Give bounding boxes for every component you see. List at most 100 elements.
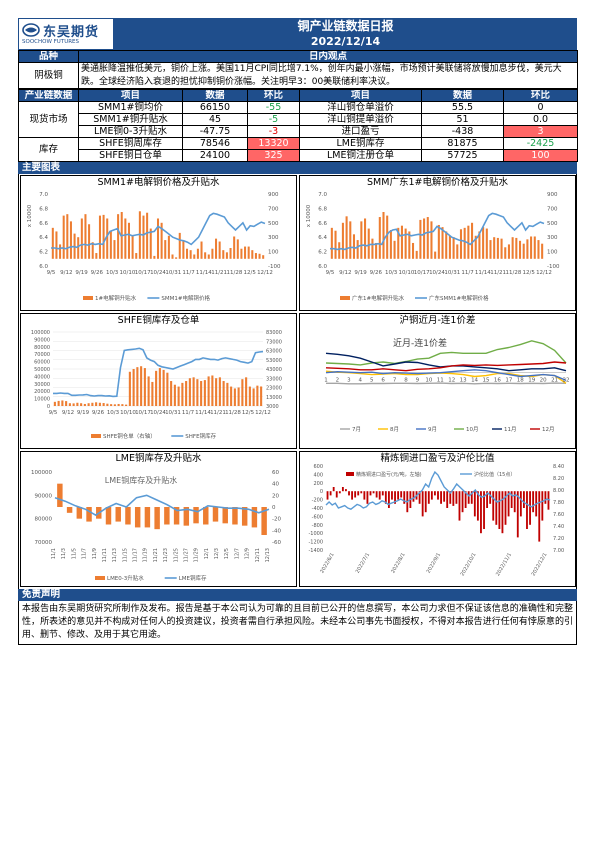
y-tick-label-right: 300	[268, 235, 279, 241]
item-cell: LME铜库存	[299, 137, 422, 150]
bar	[532, 491, 535, 513]
x-tick-label: 12/12	[257, 270, 273, 276]
bar	[459, 229, 463, 259]
x-tick-label: 21	[551, 378, 558, 384]
chart-panel-shfe-stock: SHFE铜库存及仓单 0 10000 20000 30000 40000 50000 600…	[20, 313, 297, 449]
bar	[131, 235, 134, 259]
bar	[335, 491, 338, 498]
bar	[247, 246, 250, 259]
x-tick-label: 4	[359, 378, 363, 384]
bar	[504, 491, 507, 525]
chart-panel-spread: 沪铜近月-连1价差 1 2 3 4 5 6 7 8 9 10 11 12 13 14 15 16 17 18 19 2…	[299, 313, 576, 449]
bar	[233, 236, 236, 259]
series-line	[330, 212, 545, 251]
logo-name: 东吴期货	[43, 25, 100, 40]
bar	[440, 491, 442, 504]
x-tick-label: 11/7	[82, 548, 88, 559]
change-cell: -55	[247, 101, 300, 114]
x-tick-label: 12/12	[536, 270, 552, 276]
x-tick-label: 11	[437, 378, 444, 384]
bar	[537, 240, 540, 259]
x-tick-label: 19	[528, 378, 535, 384]
y-tick-label-left: 6.6	[318, 221, 327, 227]
bar	[371, 238, 374, 259]
y-tick-label-right: 900	[547, 192, 558, 198]
y-tick-label-left: 200	[313, 481, 323, 487]
x-tick-label: 10/31	[444, 270, 460, 276]
legend-label: 9月	[428, 426, 437, 433]
bar	[115, 507, 121, 522]
x-tick-label: 11/14	[195, 410, 211, 416]
bar	[61, 400, 64, 406]
bar	[173, 384, 176, 406]
x-tick-label: 10/3	[106, 270, 119, 276]
x-tick-label: 9/5	[47, 270, 56, 276]
bar	[175, 257, 178, 259]
bar	[404, 228, 407, 259]
bar	[211, 248, 214, 259]
x-tick-label: 11/5	[71, 548, 77, 559]
bar	[513, 491, 516, 513]
x-tick-label: 9/12	[62, 410, 74, 416]
bar	[403, 491, 406, 504]
bar	[77, 237, 80, 259]
y-tick-label-right: 8.40	[553, 464, 564, 470]
x-tick-label: 9/19	[77, 410, 90, 416]
data-cell: 81875	[421, 137, 504, 150]
series-line	[325, 361, 567, 372]
data-cell: -438	[421, 125, 504, 138]
legend-label: LME0-3升贴水	[107, 574, 144, 582]
bar	[463, 227, 466, 259]
bar	[541, 491, 544, 521]
legend-label: 精炼铜进口盈亏(元/吨，左轴)	[356, 471, 422, 478]
y-tick-label-left: 70000	[34, 352, 50, 358]
y-tick-label-right: 7.40	[553, 524, 564, 530]
bar	[256, 385, 259, 406]
y-tick-label-right: 83000	[266, 330, 282, 336]
series-line	[325, 470, 551, 510]
y-tick-label-right: 0	[272, 505, 276, 511]
chart-title: LME铜库存及升贴水	[115, 453, 202, 464]
bar	[106, 403, 109, 406]
bar	[251, 250, 254, 259]
bar	[408, 231, 411, 259]
bar	[338, 491, 341, 494]
bar	[424, 491, 427, 513]
change-cell: -5	[247, 113, 300, 126]
x-tick-label: 22	[563, 378, 570, 384]
y-tick-label-left: -1200	[308, 540, 323, 546]
y-tick-label-left: 90000	[35, 493, 53, 499]
bar	[533, 236, 536, 259]
item-cell: 进口盈亏	[299, 125, 422, 138]
bar	[507, 244, 510, 259]
bar	[455, 491, 458, 504]
bar	[218, 241, 221, 259]
bar	[423, 218, 426, 259]
data-cell: 45	[182, 113, 248, 126]
x-tick-label: 12/13	[265, 548, 271, 562]
x-tick-label: 11/9	[92, 548, 98, 559]
bar	[222, 250, 225, 259]
x-tick-label: 1	[324, 378, 328, 384]
y-tick-label-right: 40	[272, 482, 279, 488]
bar	[492, 491, 495, 521]
chart-svg: 6.0 6.2 6.4 6.6 6.8 7.0 -100 100 300 500 700 900 9/5…	[306, 192, 560, 302]
legend-swatch	[95, 576, 105, 580]
bar	[125, 507, 131, 525]
y-tick-label-right: 7.00	[553, 548, 564, 554]
bar	[233, 388, 236, 406]
x-tick-label: 2022/12/1	[531, 552, 549, 577]
report-date: 2022/12/14	[310, 35, 381, 48]
bar	[193, 507, 199, 524]
x-tick-label: 10/10	[119, 270, 135, 276]
y-tick-label-left: 100000	[31, 470, 52, 476]
bar	[212, 507, 219, 522]
x-tick-label: 17	[505, 378, 512, 384]
bar	[200, 241, 203, 259]
bar	[478, 231, 481, 259]
bar	[66, 507, 73, 513]
bar	[352, 234, 356, 259]
y-tick-label-right: 700	[547, 206, 558, 212]
bar	[215, 378, 218, 406]
bar	[136, 367, 139, 406]
